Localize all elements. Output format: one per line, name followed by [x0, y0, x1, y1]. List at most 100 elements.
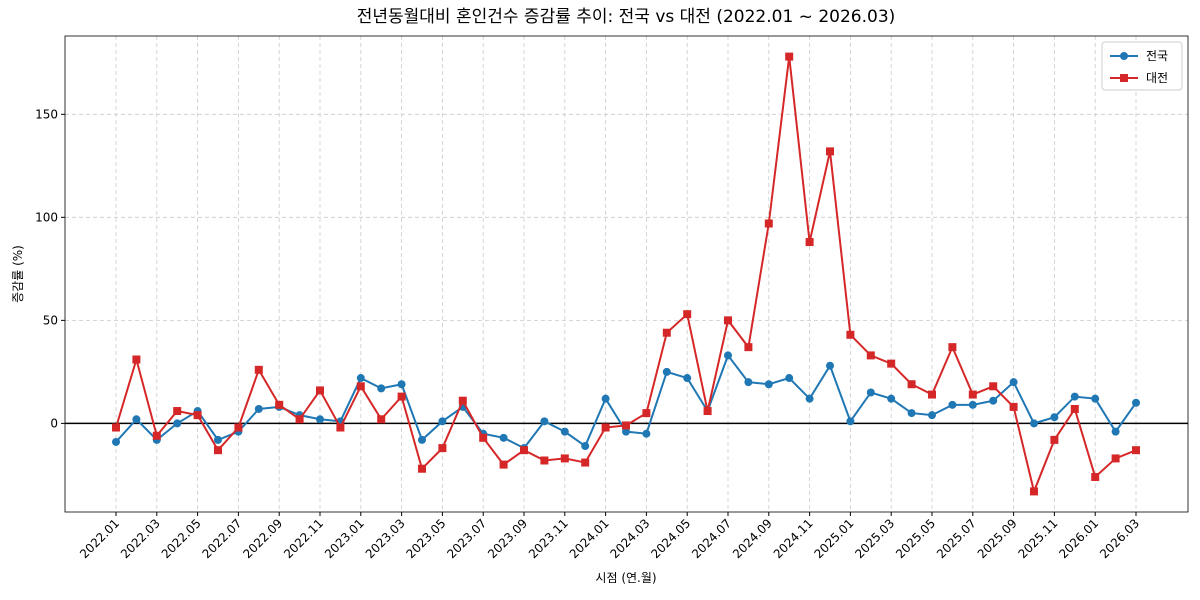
marker: [112, 437, 120, 446]
marker: [601, 423, 610, 432]
marker: [846, 330, 855, 339]
marker: [887, 394, 896, 403]
marker: [377, 415, 386, 424]
marker: [866, 351, 875, 360]
marker: [683, 374, 692, 383]
marker: [948, 400, 957, 409]
marker: [356, 382, 365, 391]
marker: [254, 365, 263, 374]
marker: [642, 429, 651, 438]
y-tick-label: 150: [35, 107, 58, 121]
legend-marker: [1120, 74, 1128, 82]
legend-label: 대전: [1146, 71, 1168, 85]
marker: [805, 394, 814, 403]
marker: [173, 407, 182, 416]
marker: [295, 415, 304, 424]
marker: [846, 417, 855, 426]
x-tick-label: 2024.09: [730, 516, 775, 561]
plot-frame: [64, 35, 1189, 513]
marker: [438, 417, 447, 426]
marker: [316, 415, 324, 424]
marker: [1030, 487, 1038, 496]
marker: [540, 456, 549, 465]
marker: [254, 404, 263, 413]
marker: [418, 435, 426, 444]
marker: [907, 380, 916, 389]
marker: [1111, 427, 1120, 436]
legend-marker: [1120, 52, 1128, 60]
x-tick-label: 2024.01: [567, 516, 612, 561]
marker: [1132, 398, 1140, 407]
marker: [214, 446, 222, 455]
marker: [377, 384, 386, 393]
marker: [1050, 435, 1059, 444]
marker: [785, 52, 794, 61]
x-tick-label: 2025.05: [893, 516, 938, 561]
x-tick-label: 2026.01: [1056, 516, 1101, 561]
x-tick-label: 2025.03: [852, 516, 897, 561]
marker: [234, 423, 243, 432]
x-tick-label: 2023.01: [322, 516, 367, 561]
marker: [397, 380, 406, 389]
marker: [499, 433, 508, 442]
marker: [826, 147, 834, 156]
marker: [968, 390, 977, 399]
x-tick-label: 2025.09: [975, 516, 1020, 561]
marker: [418, 464, 426, 473]
marker: [1132, 446, 1140, 455]
marker: [1070, 404, 1079, 413]
marker: [1091, 394, 1100, 403]
x-tick-label: 2023.05: [404, 516, 449, 561]
marker: [152, 431, 161, 440]
marker: [622, 421, 630, 430]
marker: [744, 378, 753, 387]
marker: [989, 382, 998, 391]
x-tick-label: 2025.01: [812, 516, 857, 561]
marker: [581, 458, 590, 467]
marker: [1070, 392, 1079, 401]
marker: [928, 390, 936, 399]
marker: [193, 411, 202, 420]
marker: [866, 388, 875, 397]
marker: [540, 417, 549, 426]
marker: [642, 409, 651, 418]
marker: [1091, 472, 1100, 481]
x-tick-label: 2022.03: [118, 516, 163, 561]
marker: [744, 343, 753, 352]
x-tick-label: 2024.05: [648, 516, 693, 561]
marker: [438, 444, 447, 453]
x-tick-label: 2023.07: [444, 516, 489, 561]
marker: [173, 419, 182, 428]
x-tick-label: 2022.01: [77, 516, 122, 561]
y-tick-label: 100: [35, 210, 58, 224]
marker: [601, 394, 610, 403]
marker: [989, 396, 998, 405]
x-tick-label: 2022.09: [240, 516, 285, 561]
marker: [560, 427, 569, 436]
marker: [683, 310, 692, 319]
marker: [948, 343, 957, 352]
marker: [1050, 413, 1059, 422]
x-tick-label: 2026.03: [1097, 516, 1142, 561]
marker: [1009, 402, 1018, 411]
x-tick-label: 2022.11: [281, 516, 326, 561]
marker: [764, 380, 773, 389]
marker: [458, 396, 467, 405]
marker: [785, 374, 794, 383]
x-tick-label: 2022.07: [200, 516, 245, 561]
marker: [968, 400, 977, 409]
marker: [132, 355, 141, 364]
marker: [520, 446, 528, 455]
y-axis-label: 증감률 (%): [11, 245, 25, 303]
marker: [479, 433, 488, 442]
marker: [397, 392, 406, 401]
x-tick-label: 2024.03: [608, 516, 653, 561]
marker: [581, 442, 590, 451]
marker: [356, 374, 365, 383]
marker: [499, 460, 508, 469]
marker: [662, 328, 671, 337]
marker: [724, 351, 732, 360]
marker: [560, 454, 569, 463]
marker: [662, 367, 671, 376]
legend-box: [1101, 41, 1183, 91]
